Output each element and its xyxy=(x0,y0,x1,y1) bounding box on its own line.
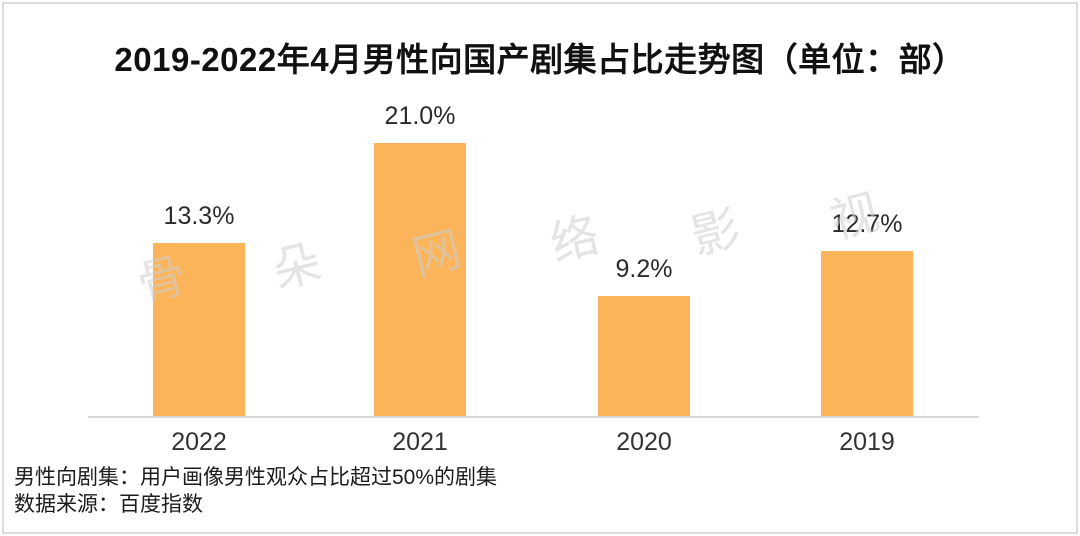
bar-value-label-2021: 21.0% xyxy=(384,102,456,130)
bar-value-label-2020: 9.2% xyxy=(615,255,673,283)
x-axis-line xyxy=(88,416,979,418)
chart-title: 2019-2022年4月男性向国产剧集占比走势图（单位：部） xyxy=(114,41,966,78)
bar-value-label-2022: 13.3% xyxy=(163,202,235,230)
plot-area: 13.3% 21.0% 9.2% 12.7% 骨朵网络影视 xyxy=(88,102,979,418)
x-axis-label-2021: 2021 xyxy=(392,428,448,456)
x-axis-label-2020: 2020 xyxy=(616,428,672,456)
footnote-definition: 男性向剧集：用户画像男性观众占比超过50%的剧集 xyxy=(14,466,498,489)
bar-value-label-2019: 12.7% xyxy=(831,210,903,238)
bar-2020 xyxy=(598,296,690,416)
footnote-source: 数据来源：百度指数 xyxy=(14,493,203,516)
bar-2021 xyxy=(374,143,466,416)
bar-2022 xyxy=(153,243,245,416)
x-axis-label-2022: 2022 xyxy=(171,428,227,456)
bar-2019 xyxy=(821,251,913,416)
x-axis-label-2019: 2019 xyxy=(839,428,895,456)
footnotes: 男性向剧集：用户画像男性观众占比超过50%的剧集 数据来源：百度指数 xyxy=(14,464,497,518)
watermark-char-2: 朵 xyxy=(267,235,327,300)
